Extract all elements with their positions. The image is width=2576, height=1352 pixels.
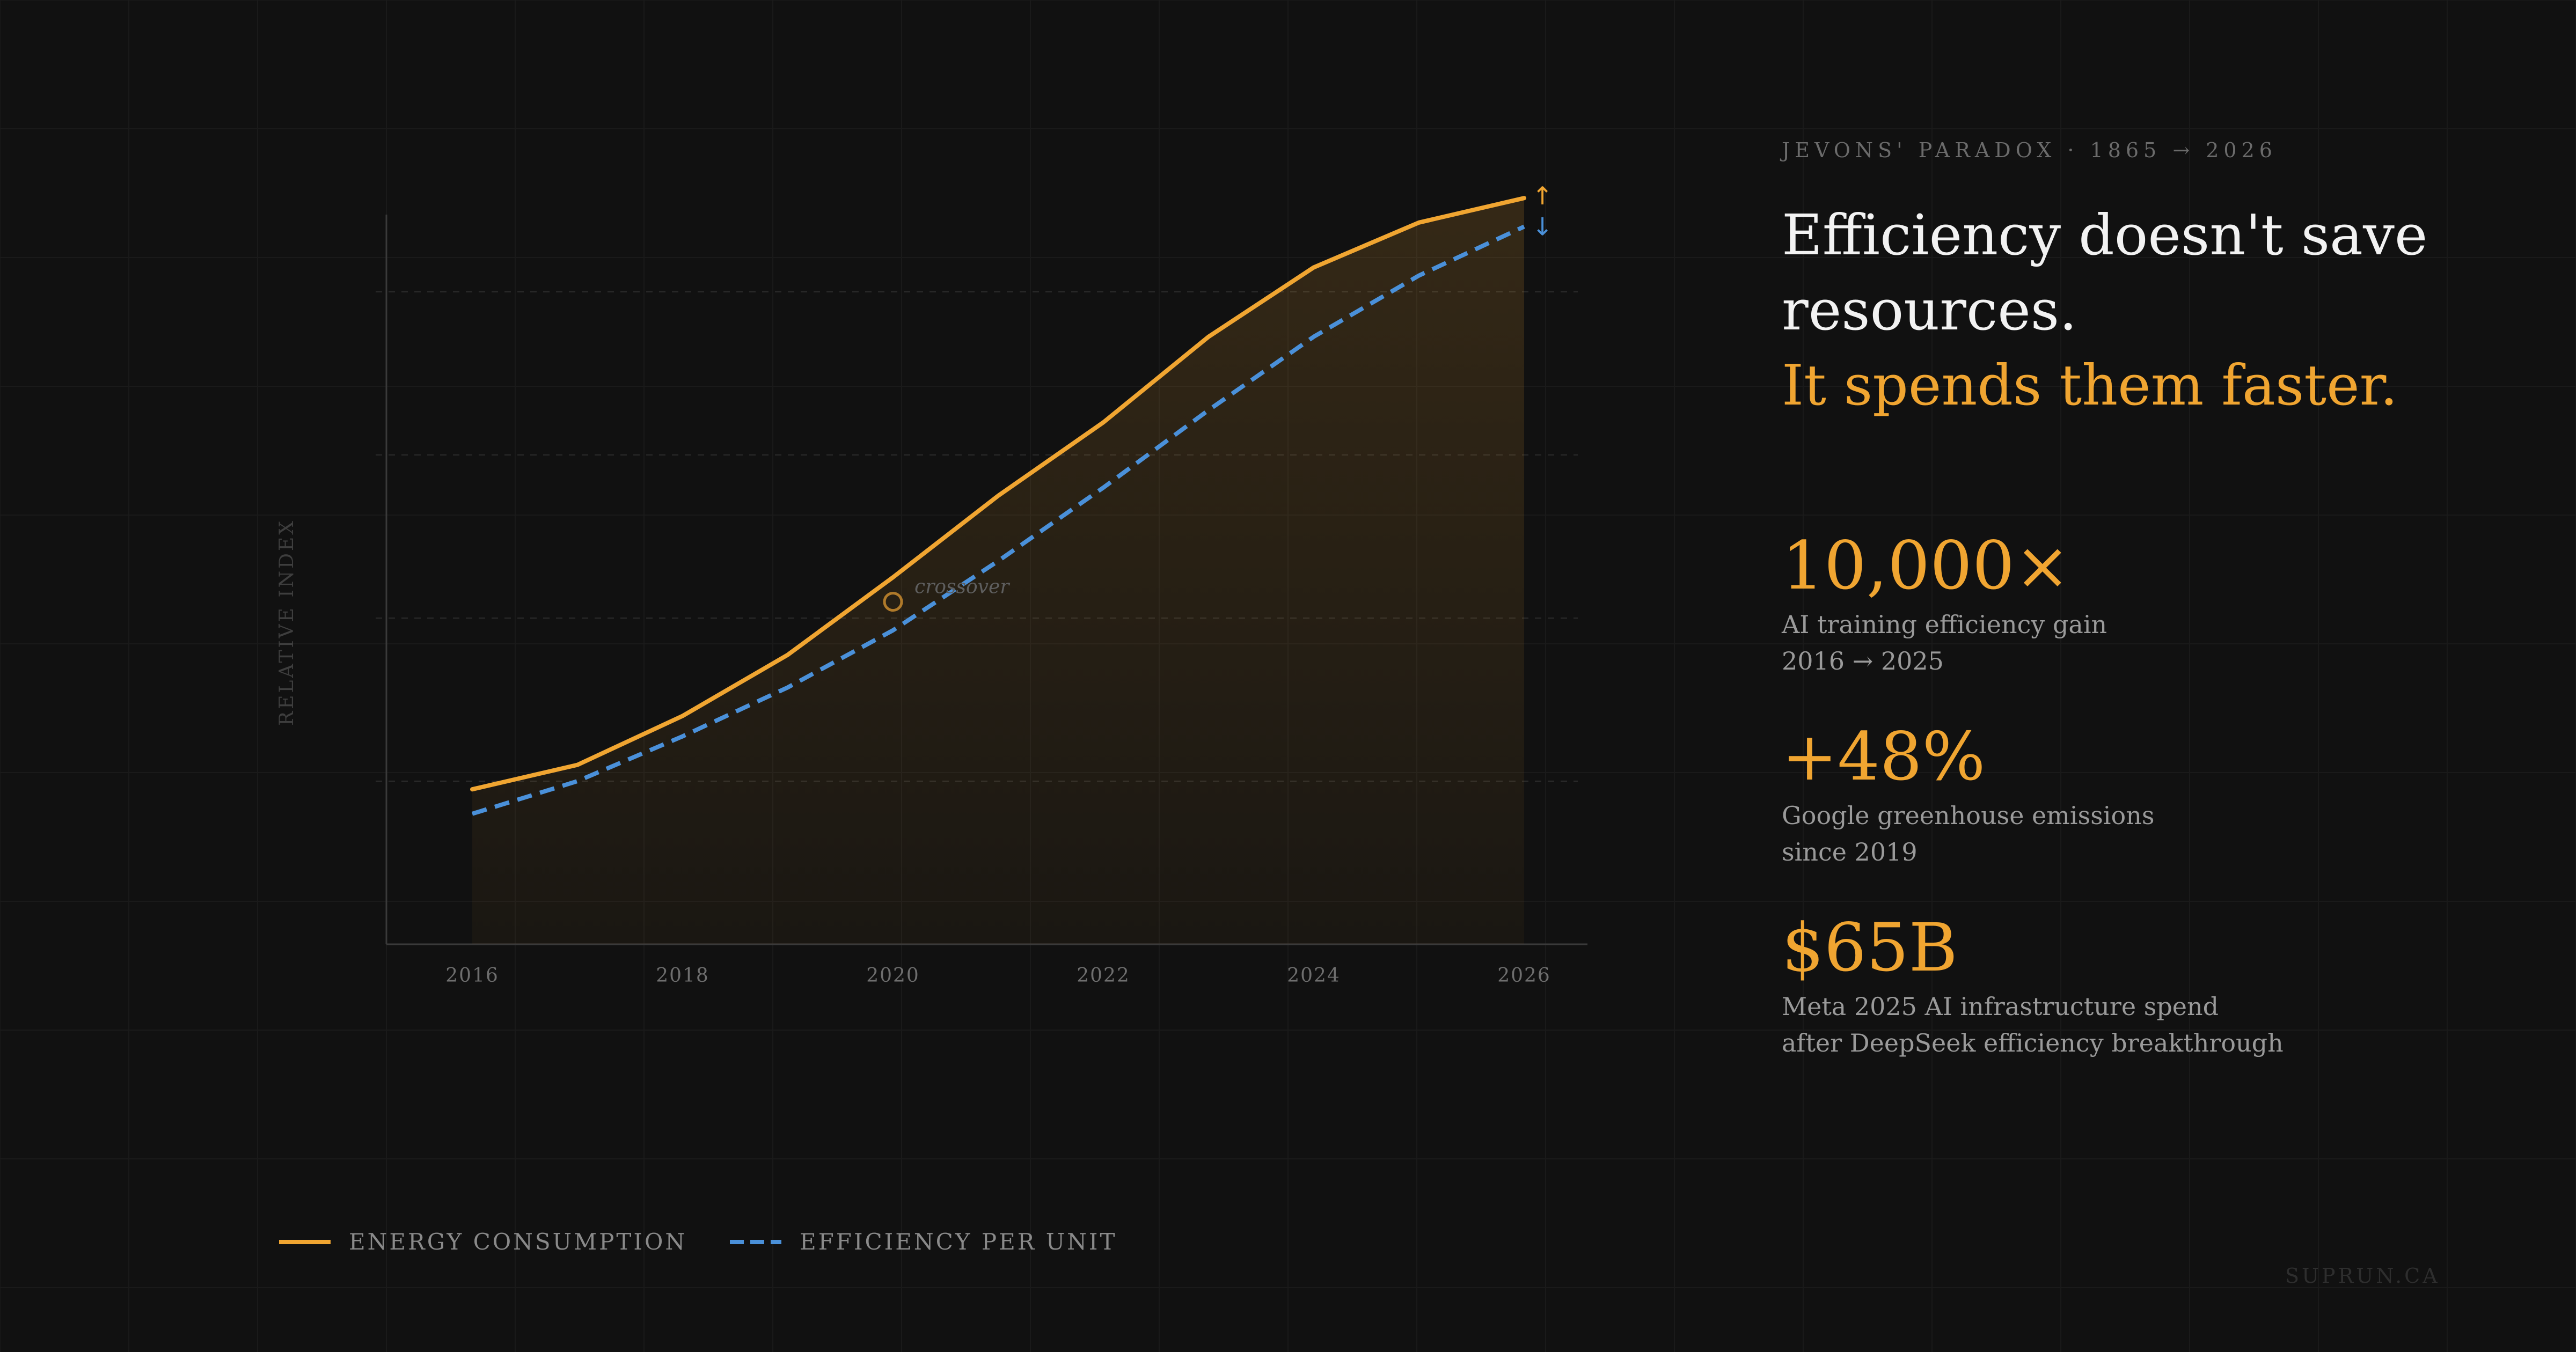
legend-item-energy: ENERGY CONSUMPTION xyxy=(279,1229,687,1255)
stat-description: AI training efficiency gain 2016 → 2025 xyxy=(1782,606,2533,679)
stat-value: $65B xyxy=(1782,909,1958,987)
stat-google-emissions: +48% Google greenhouse emissions since 2… xyxy=(1782,722,2533,870)
stat-desc-line-1: Google greenhouse emissions xyxy=(1782,801,2155,830)
x-tick-label: 2022 xyxy=(1077,965,1130,987)
headline-line-1: Efficiency doesn't save xyxy=(1782,202,2428,268)
stat-desc-line-1: Meta 2025 AI infrastructure spend xyxy=(1782,992,2219,1021)
stat-desc-line-1: AI training efficiency gain xyxy=(1782,610,2107,639)
stat-description: Google greenhouse emissions since 2019 xyxy=(1782,797,2533,870)
stat-efficiency-gain: 10,000× AI training efficiency gain 2016… xyxy=(1782,531,2533,679)
stat-desc-line-2: 2016 → 2025 xyxy=(1782,646,1944,675)
headline-line-2: resources. xyxy=(1782,277,2077,343)
legend-swatch-dashed xyxy=(730,1239,781,1244)
stat-value: +48% xyxy=(1782,718,1986,796)
x-tick-label: 2024 xyxy=(1287,965,1341,987)
stat-meta-spend: $65B Meta 2025 AI infrastructure spend a… xyxy=(1782,913,2533,1061)
energy-line xyxy=(470,196,1526,792)
energy-area xyxy=(472,198,1524,945)
stat-desc-line-2: after DeepSeek efficiency breakthrough xyxy=(1782,1028,2284,1057)
legend-label: ENERGY CONSUMPTION xyxy=(349,1229,687,1255)
energy-end-arrow: ↑ xyxy=(1532,181,1553,210)
legend-label: EFFICIENCY PER UNIT xyxy=(800,1229,1117,1255)
x-tick-label: 2018 xyxy=(656,965,709,987)
crossover-marker xyxy=(883,592,903,612)
x-tick-label: 2016 xyxy=(445,965,499,987)
y-axis-label: RELATIVE INDEX xyxy=(276,519,298,726)
eyebrow: JEVONS' PARADOX · 1865 → 2026 xyxy=(1782,138,2277,162)
stat-value: 10,000× xyxy=(1782,527,2070,605)
watermark: SUPRUN.CA xyxy=(2285,1264,2440,1288)
headline: Efficiency doesn't save resources. It sp… xyxy=(1782,197,2533,423)
stat-desc-line-2: since 2019 xyxy=(1782,837,1918,866)
legend-swatch-solid xyxy=(279,1239,331,1244)
x-tick-label: 2020 xyxy=(866,965,920,987)
legend-item-efficiency: EFFICIENCY PER UNIT xyxy=(730,1229,1117,1255)
x-tick-label: 2026 xyxy=(1497,965,1551,987)
stat-description: Meta 2025 AI infrastructure spend after … xyxy=(1782,988,2533,1061)
headline-accent: It spends them faster. xyxy=(1782,352,2398,418)
crossover-annotation: crossover xyxy=(914,576,1010,598)
efficiency-end-arrow: ↓ xyxy=(1532,212,1553,241)
